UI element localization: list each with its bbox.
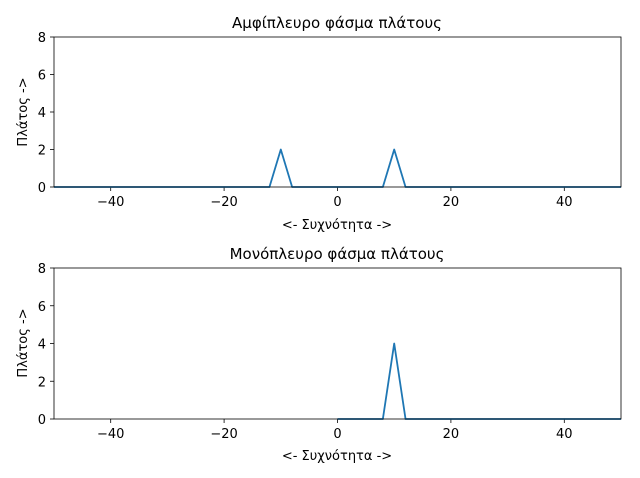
x-tick-label: −20 [210, 195, 237, 210]
plot-frame [53, 36, 622, 188]
y-tick-label: 2 [38, 375, 46, 390]
y-tick-label: 4 [38, 106, 46, 121]
y-axis-label: Πλάτος -> [16, 77, 31, 146]
y-tick-label: 2 [38, 144, 46, 159]
y-tick-label: 8 [38, 31, 46, 46]
subplot-one-sided-spectrum: Μονόπλευρο φάσμα πλάτους −40 −20 0 20 40 0 2 4 6… [16, 245, 622, 464]
y-tick-label: 6 [38, 300, 46, 315]
x-tick-label: 40 [556, 195, 573, 210]
y-tick-label: 4 [38, 338, 46, 353]
y-tick-label: 6 [38, 69, 46, 84]
x-tick-label: 0 [333, 195, 341, 210]
x-tick-label: 20 [443, 195, 460, 210]
x-tick-label: 20 [443, 427, 460, 442]
tick-group: −40 −20 0 20 40 0 2 4 6 8 [38, 31, 573, 210]
x-tick-label: −40 [97, 427, 124, 442]
x-tick-label: 0 [333, 427, 341, 442]
chart-title: Αμφίπλευρο φάσμα πλάτους [232, 14, 442, 32]
y-tick-label: 0 [38, 181, 46, 196]
chart-title: Μονόπλευρο φάσμα πλάτους [230, 245, 445, 263]
y-tick-label: 8 [38, 262, 46, 277]
plot-frame [53, 267, 622, 420]
x-tick-label: −40 [97, 195, 124, 210]
subplot-two-sided-spectrum: Αμφίπλευρο φάσμα πλάτους −40 −20 0 20 40 0 2 4 6… [16, 14, 622, 233]
tick-group: −40 −20 0 20 40 0 2 4 6 8 [38, 262, 573, 442]
x-tick-label: 40 [556, 427, 573, 442]
x-tick-label: −20 [210, 427, 237, 442]
y-tick-label: 0 [38, 413, 46, 428]
x-axis-label: <- Συχνότητα -> [282, 218, 392, 233]
x-axis-label: <- Συχνότητα -> [282, 449, 392, 464]
y-axis-label: Πλάτος -> [16, 308, 31, 377]
